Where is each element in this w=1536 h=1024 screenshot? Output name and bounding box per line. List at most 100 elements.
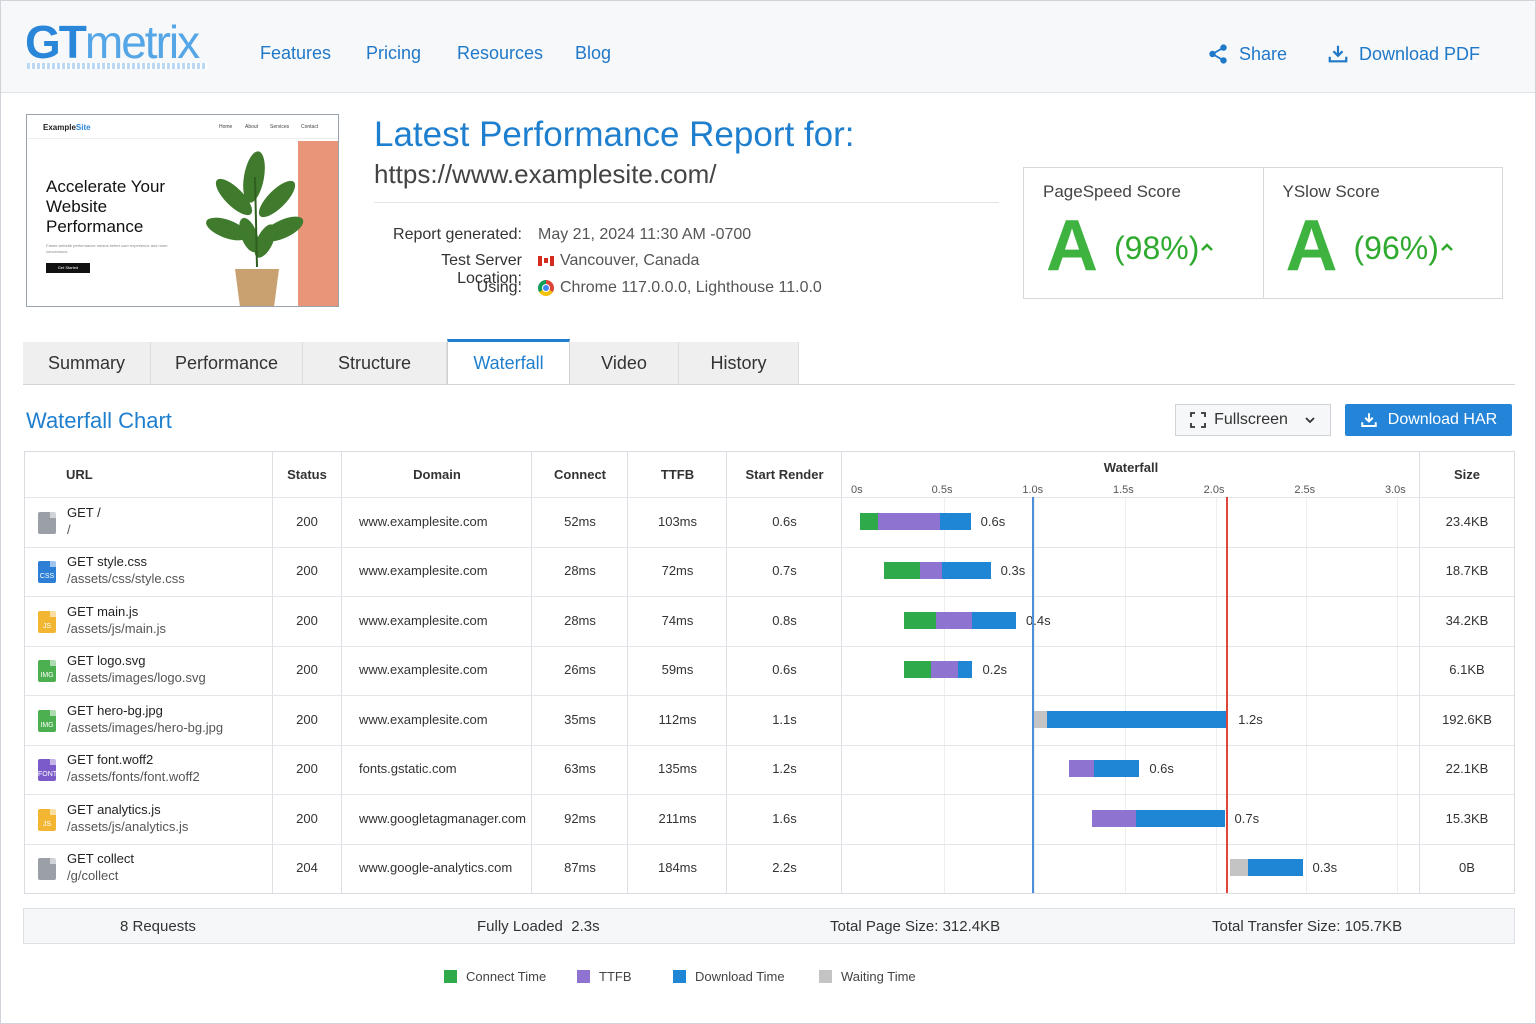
tab-summary[interactable]: Summary: [23, 342, 151, 385]
waterfall-duration-label: 0.6s: [980, 513, 1006, 529]
js-file-icon: JS: [38, 610, 56, 633]
waterfall-bar-ttfb[interactable]: [1092, 809, 1136, 827]
waterfall-bar-ttfb[interactable]: [930, 661, 958, 679]
font-file-icon: FONT: [38, 759, 58, 782]
column-header-status[interactable]: Status: [287, 467, 327, 482]
request-path: /assets/fonts/font.woff2: [67, 769, 200, 785]
share-label: Share: [1239, 43, 1288, 64]
waterfall-bar-ttfb[interactable]: [878, 512, 940, 530]
size-cell: 0B: [1459, 860, 1475, 876]
waterfall-bar-download[interactable]: [1093, 760, 1140, 778]
status-cell: 200: [296, 662, 318, 678]
site-screenshot-thumbnail[interactable]: ExampleSite Home About Services Contact …: [26, 114, 339, 307]
download-pdf-button[interactable]: Download PDF: [1327, 43, 1480, 65]
pagespeed-score-label: PageSpeed Score: [1043, 182, 1181, 201]
request-name[interactable]: GET collect: [67, 851, 134, 867]
waterfall-duration-label: 1.2s: [1238, 711, 1263, 727]
waterfall-tick-label: 1.0s: [1022, 484, 1044, 496]
waterfall-bar-connect[interactable]: [860, 512, 879, 530]
column-header-connect[interactable]: Connect: [554, 467, 606, 482]
domain-cell: www.googletagmanager.com: [359, 810, 526, 826]
thumbnail-menu-contact: Contact: [301, 124, 319, 130]
size-cell: 18.7KB: [1445, 563, 1489, 579]
domain-cell: www.examplesite.com: [359, 513, 488, 529]
nav-resources-link[interactable]: Resources: [457, 43, 544, 63]
waterfall-bar-wait[interactable]: [1032, 710, 1047, 728]
download-har-button[interactable]: Download HAR: [1345, 404, 1512, 436]
start-render-cell: 0.6s: [772, 513, 797, 529]
nav-blog-link[interactable]: Blog: [575, 43, 612, 63]
domain-cell: www.examplesite.com: [359, 662, 488, 678]
file-icon-text: FONT: [38, 771, 58, 779]
ttfb-cell: 74ms: [661, 612, 694, 628]
row-divider: [25, 497, 1514, 498]
request-name[interactable]: GET main.js: [67, 603, 139, 619]
start-render-cell: 0.6s: [772, 662, 797, 678]
column-header-domain[interactable]: Domain: [413, 467, 461, 482]
waterfall-bar-wait[interactable]: [1229, 859, 1249, 877]
waterfall-bar-ttfb[interactable]: [1068, 760, 1094, 778]
page-size-value: 312.4KB: [942, 918, 1001, 935]
waterfall-bar-download[interactable]: [1046, 710, 1229, 728]
pagespeed-up-arrow-icon: [1201, 243, 1213, 251]
waterfall-bar-download[interactable]: [939, 512, 971, 530]
legend-ttfb-swatch: [577, 970, 590, 983]
waterfall-bar-download[interactable]: [1135, 809, 1225, 827]
size-cell: 15.3KB: [1445, 810, 1489, 826]
page-size-label: Total Page Size:: [830, 918, 939, 935]
size-cell: 6.1KB: [1449, 662, 1485, 678]
waterfall-bar-ttfb[interactable]: [936, 611, 973, 629]
waterfall-bar-download[interactable]: [1248, 859, 1303, 877]
file-icon-text: JS: [42, 622, 52, 630]
row-divider: [25, 695, 1514, 696]
column-header-waterfall[interactable]: Waterfall: [1103, 460, 1159, 475]
domain-cell: www.examplesite.com: [359, 711, 488, 727]
tab-performance[interactable]: Performance: [151, 342, 303, 385]
tab-history[interactable]: History: [679, 342, 799, 385]
start-render-cell: 1.1s: [772, 711, 797, 727]
waterfall-bar-connect[interactable]: [903, 611, 937, 629]
request-name[interactable]: GET hero-bg.jpg: [67, 702, 163, 718]
request-name[interactable]: GET /: [67, 504, 101, 520]
waterfall-bar-download[interactable]: [972, 611, 1016, 629]
css-file-icon: CSS: [38, 561, 56, 584]
waterfall-bar-connect[interactable]: [903, 661, 931, 679]
ttfb-cell: 184ms: [657, 860, 698, 876]
row-divider: [25, 843, 1514, 845]
thumbnail-headline: Accelerate Your Website Performance: [46, 177, 166, 236]
share-button[interactable]: Share: [1207, 43, 1287, 65]
waterfall-duration-label: 0.7s: [1234, 810, 1260, 826]
thumbnail-brand-b: Site: [75, 123, 91, 132]
request-name[interactable]: GET analytics.js: [67, 801, 161, 817]
logo-gt: GT: [25, 16, 87, 68]
request-name[interactable]: GET style.css: [67, 554, 147, 570]
report-heading: Latest Performance Report for:: [374, 115, 855, 154]
report-generated-label: Report generated:: [393, 226, 522, 243]
fullscreen-button[interactable]: Fullscreen: [1175, 404, 1331, 436]
total-transfer-size: Total Transfer Size: 105.7KB: [1212, 918, 1402, 935]
size-cell: 22.1KB: [1445, 761, 1489, 777]
waterfall-bar-connect[interactable]: [883, 562, 920, 580]
column-header-start-render[interactable]: Start Render: [745, 467, 824, 482]
column-header-url[interactable]: URL: [66, 467, 93, 482]
ttfb-cell: 135ms: [657, 761, 698, 777]
connect-cell: 28ms: [564, 612, 596, 628]
tab-structure[interactable]: Structure: [303, 342, 447, 385]
column-header-size[interactable]: Size: [1453, 467, 1480, 482]
logo-underline: [27, 63, 207, 69]
tab-video[interactable]: Video: [570, 342, 679, 385]
report-url[interactable]: https://www.examplesite.com/: [374, 159, 717, 189]
tab-waterfall[interactable]: Waterfall: [447, 339, 570, 384]
waterfall-bar-ttfb[interactable]: [919, 562, 942, 580]
column-header-ttfb[interactable]: TTFB: [660, 467, 695, 482]
nav-features-link[interactable]: Features: [260, 43, 332, 63]
start-render-cell: 0.8s: [772, 612, 797, 628]
nav-pricing-link[interactable]: Pricing: [366, 43, 422, 63]
waterfall-bar-download[interactable]: [957, 661, 973, 679]
domain-cell: www.examplesite.com: [359, 563, 488, 579]
request-name[interactable]: GET logo.svg: [67, 653, 146, 669]
gtmetrix-logo[interactable]: GTmetrix: [25, 15, 200, 69]
request-name[interactable]: GET font.woff2: [67, 752, 154, 768]
waterfall-bar-download[interactable]: [941, 562, 991, 580]
legend-wait-label: Waiting Time: [841, 969, 916, 984]
